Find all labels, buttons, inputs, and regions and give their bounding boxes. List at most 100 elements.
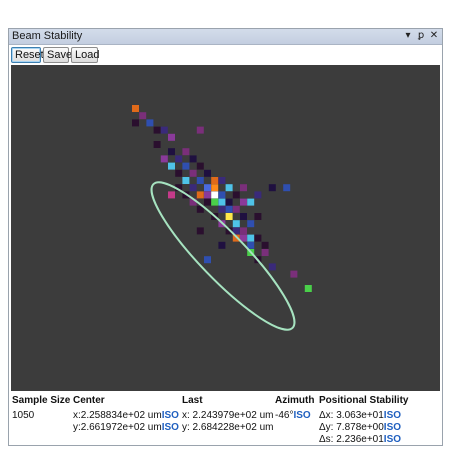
sample-size-header: Sample Size xyxy=(12,395,71,406)
toolbar: Reset Save Load xyxy=(9,45,442,65)
center-x-value: x:2.258834e+02 um xyxy=(73,410,162,421)
title-bar: Beam Stability ▾ ꝑ ✕ xyxy=(9,29,442,45)
beam-plot-canvas xyxy=(132,105,312,331)
beam-hit-pixel xyxy=(232,220,240,228)
ds-row: Δs: 2.236e+01ISO xyxy=(319,434,401,445)
beam-hit-pixel xyxy=(254,191,262,199)
pin-icon[interactable]: ꝑ xyxy=(417,30,425,41)
center-header: Center xyxy=(73,395,105,406)
center-x-iso-link[interactable]: ISO xyxy=(161,410,179,421)
beam-hit-pixel xyxy=(196,162,204,170)
beam-hit-pixel xyxy=(182,177,190,184)
center-y-row: y:2.661972e+02 umISO xyxy=(73,422,179,433)
ds-iso-link[interactable]: ISO xyxy=(383,434,402,445)
beam-hit-pixel xyxy=(204,191,211,199)
beam-hit-pixel xyxy=(168,148,175,156)
beam-hit-pixel xyxy=(153,126,161,134)
beam-hit-pixel xyxy=(240,198,247,206)
dx-value: Δx: 3.063e+01 xyxy=(319,410,384,421)
beam-hit-pixel xyxy=(218,191,226,199)
beam-hit-pixel xyxy=(261,241,269,249)
center-y-value: y:2.661972e+02 um xyxy=(73,422,162,433)
beam-hit-pixel xyxy=(218,177,226,184)
close-icon[interactable]: ✕ xyxy=(429,30,439,41)
beam-hit-pixel xyxy=(204,256,211,264)
beam-hit-pixel xyxy=(168,162,175,170)
beam-hit-pixel xyxy=(146,119,154,127)
ds-value: Δs: 2.236e+01 xyxy=(319,434,384,445)
reset-button[interactable]: Reset xyxy=(11,47,44,63)
azimuth-header: Azimuth xyxy=(275,395,315,406)
beam-hit-pixel xyxy=(232,205,240,213)
center-x-row: x:2.258834e+02 umISO xyxy=(73,410,179,421)
beam-hit-pixel xyxy=(254,234,262,242)
beam-hit-pixel xyxy=(240,213,247,220)
window-title: Beam Stability xyxy=(12,30,83,42)
beam-hit-pixel xyxy=(283,184,291,192)
azimuth-iso-link[interactable]: ISO xyxy=(293,410,311,421)
beam-hit-pixel xyxy=(189,184,197,192)
dx-row: Δx: 3.063e+01ISO xyxy=(319,410,401,421)
beam-hit-pixel xyxy=(247,198,255,206)
beam-hit-pixel xyxy=(225,198,233,206)
beam-hit-pixel xyxy=(247,220,255,228)
beam-hit-pixel xyxy=(204,169,211,177)
beam-hit-pixel xyxy=(268,263,276,271)
beam-hit-pixel xyxy=(268,184,276,192)
azimuth-row: -46°ISO xyxy=(275,410,311,421)
beam-hit-pixel xyxy=(225,205,233,213)
save-button[interactable]: Save xyxy=(43,47,72,63)
beam-hit-pixel xyxy=(218,198,226,206)
positional-stability-header: Positional Stability xyxy=(319,395,409,406)
beam-hit-pixel xyxy=(182,148,190,156)
stability-ellipse xyxy=(150,181,296,331)
beam-hit-pixel xyxy=(196,177,204,184)
dy-row: Δy: 7.878e+00ISO xyxy=(319,422,401,433)
beam-hit-pixel xyxy=(225,213,233,220)
beam-hit-pixel xyxy=(254,213,262,220)
azimuth-value: -46° xyxy=(275,410,294,421)
dy-value: Δy: 7.878e+00 xyxy=(319,422,384,433)
beam-hit-pixel xyxy=(211,191,219,199)
last-y-value: y: 2.684228e+02 um xyxy=(182,422,274,433)
beam-hit-pixel xyxy=(189,155,197,163)
beam-hit-pixel xyxy=(175,169,183,177)
dy-iso-link[interactable]: ISO xyxy=(383,422,402,433)
beam-hit-pixel xyxy=(196,126,204,134)
beam-hit-pixel xyxy=(232,191,240,199)
beam-hit-pixel xyxy=(189,169,197,177)
last-x-value: x: 2.243979e+02 um xyxy=(182,410,274,421)
beam-hit-pixel xyxy=(261,249,269,256)
beam-hit-pixel xyxy=(211,177,219,184)
beam-hit-pixel xyxy=(175,155,183,163)
beam-hit-pixel xyxy=(218,205,226,213)
dropdown-icon[interactable]: ▾ xyxy=(405,30,411,41)
beam-hit-pixel xyxy=(132,119,139,127)
beam-hit-pixel xyxy=(204,198,211,206)
beam-hit-pixel xyxy=(290,270,298,278)
beam-hit-pixel xyxy=(160,155,168,163)
beam-hit-pixel xyxy=(189,198,197,206)
center-y-iso-link[interactable]: ISO xyxy=(161,422,179,433)
beam-hit-pixel xyxy=(204,184,211,192)
beam-hit-pixel xyxy=(160,126,168,134)
beam-hit-pixel xyxy=(225,184,233,192)
load-button[interactable]: Load xyxy=(71,47,99,63)
beam-plot[interactable] xyxy=(11,65,440,391)
beam-hit-pixel xyxy=(218,241,226,249)
beam-hit-pixel xyxy=(240,184,247,192)
beam-stability-window: Beam Stability ▾ ꝑ ✕ Reset Save Load Sam… xyxy=(8,28,443,446)
dx-iso-link[interactable]: ISO xyxy=(383,410,402,421)
beam-hit-pixel xyxy=(168,191,175,199)
beam-hit-pixel xyxy=(196,205,204,213)
beam-hit-pixel xyxy=(211,198,219,206)
beam-hit-pixel xyxy=(304,285,312,292)
beam-hit-pixel xyxy=(168,133,175,141)
beam-hit-pixel xyxy=(139,112,147,120)
beam-hit-pixel xyxy=(196,227,204,235)
sample-size-value: 1050 xyxy=(12,410,35,421)
beam-hit-pixel xyxy=(196,191,204,199)
beam-hit-pixel xyxy=(175,184,183,192)
beam-hit-pixel xyxy=(132,105,139,112)
beam-hit-pixel xyxy=(247,234,255,242)
